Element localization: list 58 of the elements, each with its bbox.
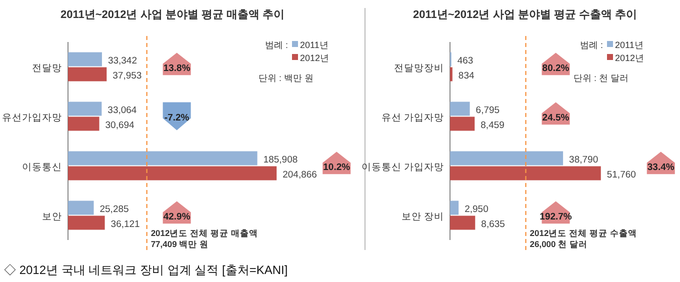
legend-title: 범례 : — [580, 40, 603, 50]
legend-label: 2011년 — [300, 40, 328, 50]
bar — [68, 200, 94, 215]
bar — [450, 216, 476, 230]
y-tick-label: 전달망 — [32, 62, 62, 74]
legend-title: 범례 : — [264, 40, 288, 50]
text: 33.4% — [647, 162, 675, 173]
y-tick-label: 이동통신 가입자망 — [361, 162, 444, 173]
y-tick-label: 유선 가입자망 — [381, 112, 444, 124]
legend-label: 2011년 — [615, 40, 644, 50]
bar — [68, 216, 105, 230]
bar — [450, 200, 459, 215]
ref-line-label: 2012년도 전체 평균 매출액 77,409 백만 원 — [150, 228, 258, 249]
data-label: 204,866 — [282, 169, 317, 180]
bar — [68, 102, 102, 116]
data-label: 185,908 — [263, 154, 298, 166]
bar — [68, 116, 100, 131]
y-tick-label: 보안 장비 — [401, 211, 444, 222]
annotation: -7.2% — [164, 112, 190, 124]
data-label: 8,635 — [481, 218, 505, 230]
data-label: 6,795 — [476, 104, 500, 116]
data-label: 51,760 — [606, 169, 636, 180]
text: 10.2% — [323, 162, 351, 173]
data-label: 36,121 — [110, 218, 140, 230]
data-label: 33,064 — [108, 104, 137, 116]
y-tick-label: 유선가입자망 — [2, 112, 62, 124]
bar — [450, 116, 475, 131]
chart-title: 2011년~2012년 사업 분야별 평균 수출액 추이 — [412, 9, 638, 21]
legend-label: 2012년 — [300, 53, 330, 63]
ref-line-label: 2012년도 전체 평균 수출액 26,000 천 달러 — [530, 228, 637, 249]
data-label: 8,459 — [480, 120, 504, 131]
data-label: 38,790 — [569, 154, 598, 166]
chart-title: 2011년~2012년 사업 분야별 평균 매출액 추이 — [60, 9, 285, 21]
y-tick-label: 전달망장비 — [394, 62, 444, 74]
annotation: 단위 : 천 달러 — [573, 73, 629, 83]
annotation: 42.9% — [163, 211, 191, 222]
bar — [450, 151, 564, 166]
annotation: 24.5% — [542, 112, 570, 124]
data-label: 33,342 — [108, 55, 138, 66]
y-tick-label: 이동통신 — [22, 162, 62, 173]
bar — [68, 52, 102, 66]
text: ◇ 2012년 국내 네트워크 장비 업계 실적 [출처=KANI] — [4, 263, 288, 277]
data-label: 2,950 — [464, 204, 488, 215]
bar — [450, 102, 470, 116]
annotation: 단위 : 백만 원 — [258, 73, 314, 83]
bar — [68, 166, 277, 180]
bar — [68, 151, 258, 166]
data-label: 30,694 — [105, 120, 134, 131]
legend-label: 2012년 — [615, 53, 644, 63]
data-label: 25,285 — [100, 204, 129, 215]
annotation: 13.8% — [163, 62, 191, 74]
annotation: 80.2% — [542, 62, 570, 74]
bar — [68, 67, 107, 82]
data-label: 463 — [457, 55, 474, 66]
y-tick-label: 보안 — [42, 211, 62, 222]
data-label: 834 — [458, 70, 474, 82]
bar — [450, 166, 601, 180]
data-label: 37,953 — [112, 70, 142, 82]
